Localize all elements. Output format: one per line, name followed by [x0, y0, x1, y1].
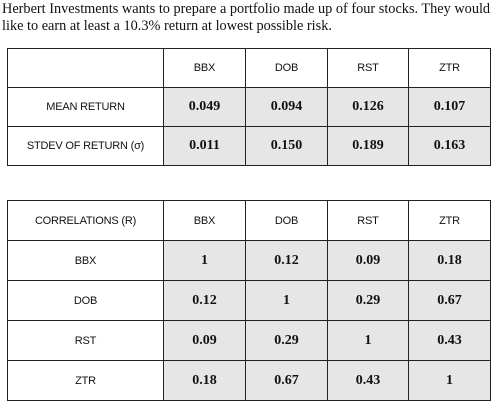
correlation-table: CORRELATIONS (R) BBX DOB RST ZTR BBX 1 0.12 0.09… — [7, 200, 491, 401]
row-label: ZTR — [7, 360, 164, 401]
header-row: CORRELATIONS (R) BBX DOB RST ZTR — [7, 200, 491, 241]
value-cell: 0.011 — [163, 126, 246, 166]
value-cell: 0.43 — [408, 320, 491, 361]
data-row: MEAN RETURN 0.049 0.094 0.126 0.107 — [7, 87, 491, 127]
corner-cell — [7, 48, 164, 88]
column-header: BBX — [163, 48, 246, 88]
value-cell: 0.67 — [245, 360, 328, 401]
header-row: BBX DOB RST ZTR — [7, 48, 491, 88]
column-header: DOB — [245, 200, 328, 241]
value-cell: 0.09 — [163, 320, 246, 361]
value-cell: 0.094 — [245, 87, 328, 127]
row-label: DOB — [7, 280, 164, 321]
value-cell: 0.107 — [408, 87, 491, 127]
value-cell: 0.150 — [245, 126, 328, 166]
value-cell: 1 — [245, 280, 328, 321]
value-cell: 1 — [163, 240, 246, 281]
corner-cell: CORRELATIONS (R) — [7, 200, 164, 241]
column-header: RST — [327, 48, 409, 88]
value-cell: 0.67 — [408, 280, 491, 321]
intro-text: Herbert Investments wants to prepare a p… — [2, 1, 491, 34]
value-cell: 0.43 — [327, 360, 409, 401]
row-label: BBX — [7, 240, 164, 281]
value-cell: 0.12 — [163, 280, 246, 321]
row-label: RST — [7, 320, 164, 361]
value-cell: 0.29 — [245, 320, 328, 361]
value-cell: 1 — [327, 320, 409, 361]
value-cell: 1 — [408, 360, 491, 401]
value-cell: 0.049 — [163, 87, 246, 127]
column-header: RST — [327, 200, 409, 241]
column-header: ZTR — [408, 200, 491, 241]
data-row: DOB 0.12 1 0.29 0.67 — [7, 280, 491, 321]
value-cell: 0.126 — [327, 87, 409, 127]
row-label: MEAN RETURN — [7, 87, 164, 127]
stats-table: BBX DOB RST ZTR MEAN RETURN 0.049 0.094 0.126 0.… — [7, 48, 491, 166]
value-cell: 0.12 — [245, 240, 328, 281]
value-cell: 0.18 — [163, 360, 246, 401]
value-cell: 0.18 — [408, 240, 491, 281]
column-header: ZTR — [408, 48, 491, 88]
data-row: STDEV OF RETURN (σ) 0.011 0.150 0.189 0.163 — [7, 126, 491, 166]
value-cell: 0.163 — [408, 126, 491, 166]
value-cell: 0.29 — [327, 280, 409, 321]
value-cell: 0.189 — [327, 126, 409, 166]
data-row: ZTR 0.18 0.67 0.43 1 — [7, 360, 491, 401]
column-header: DOB — [245, 48, 328, 88]
column-header: BBX — [163, 200, 246, 241]
value-cell: 0.09 — [327, 240, 409, 281]
data-row: RST 0.09 0.29 1 0.43 — [7, 320, 491, 361]
data-row: BBX 1 0.12 0.09 0.18 — [7, 240, 491, 281]
row-label: STDEV OF RETURN (σ) — [7, 126, 164, 166]
